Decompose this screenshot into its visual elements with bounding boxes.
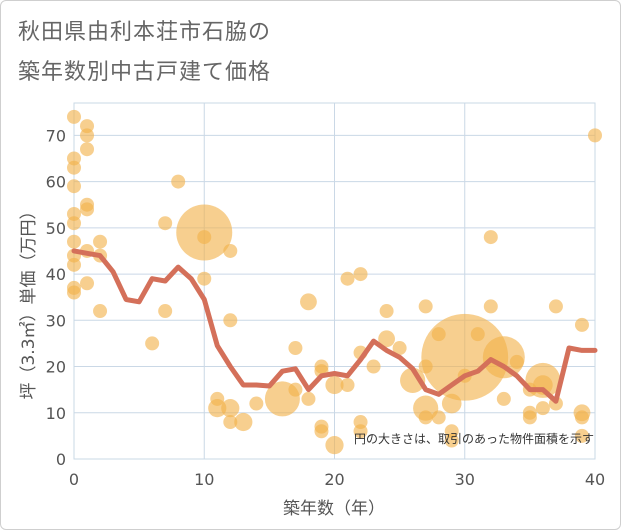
data-point xyxy=(145,336,160,351)
y-tick-label: 30 xyxy=(46,311,66,330)
data-point xyxy=(93,304,108,319)
data-point xyxy=(483,299,498,314)
data-point xyxy=(158,216,173,231)
x-tick-label: 0 xyxy=(69,470,79,489)
data-point xyxy=(221,399,240,418)
y-tick-label: 10 xyxy=(46,404,66,423)
data-point xyxy=(288,341,303,356)
data-point xyxy=(67,216,81,231)
data-point xyxy=(158,304,173,319)
data-point xyxy=(300,293,317,311)
y-tick-label: 40 xyxy=(46,265,66,284)
data-point xyxy=(431,410,446,425)
bubble-series xyxy=(67,109,602,455)
y-tick-label: 50 xyxy=(46,219,66,238)
data-point xyxy=(67,285,81,300)
data-point xyxy=(325,375,344,395)
x-tick-label: 40 xyxy=(585,470,605,489)
data-point xyxy=(234,412,253,432)
x-axis-label: 築年数（年） xyxy=(283,499,385,519)
data-point xyxy=(197,271,212,286)
data-point xyxy=(208,399,227,418)
data-point xyxy=(223,415,238,430)
data-point xyxy=(340,378,355,393)
data-point xyxy=(93,234,108,249)
data-point xyxy=(444,433,459,448)
data-point xyxy=(80,142,95,157)
data-point xyxy=(483,230,498,245)
data-point xyxy=(418,299,433,314)
data-point xyxy=(509,354,524,369)
y-tick-label: 20 xyxy=(46,358,66,377)
data-point xyxy=(314,424,329,439)
chart-title-line-2: 築年数別中古戸建て価格 xyxy=(18,60,272,85)
data-point xyxy=(470,327,485,342)
data-point xyxy=(80,128,95,143)
data-point xyxy=(67,109,81,124)
data-point xyxy=(574,317,589,332)
data-point xyxy=(588,128,602,143)
data-point xyxy=(574,410,589,425)
data-point xyxy=(353,267,368,282)
data-point xyxy=(67,257,81,272)
data-point xyxy=(67,160,81,175)
data-point xyxy=(548,299,563,314)
data-point xyxy=(67,179,81,194)
x-tick-label: 10 xyxy=(194,470,214,489)
y-tick-label: 0 xyxy=(56,450,66,469)
x-tick-label: 20 xyxy=(324,470,344,489)
y-tick-label: 70 xyxy=(46,126,66,145)
y-axis-label: 坪（3.3㎡）単価（万円） xyxy=(19,202,39,399)
data-point xyxy=(80,202,95,217)
data-point xyxy=(418,410,433,425)
data-point xyxy=(288,382,303,397)
data-point xyxy=(496,391,511,406)
axis-ticks: 0 10 20 30 40 0 10 20 30 40 50 60 70 xyxy=(46,126,606,489)
data-point xyxy=(366,359,381,374)
data-point xyxy=(340,271,355,286)
chart-note: 円の大きさは、取引のあった物件面積を示す xyxy=(354,431,594,446)
data-point xyxy=(535,401,550,416)
data-point xyxy=(80,276,95,291)
data-point xyxy=(249,396,264,411)
data-point xyxy=(301,391,316,406)
data-point xyxy=(67,234,81,249)
data-point xyxy=(378,330,395,348)
data-point xyxy=(522,410,537,425)
data-point xyxy=(574,428,589,443)
average-price-line xyxy=(71,248,598,404)
data-point xyxy=(171,174,186,189)
data-point xyxy=(223,243,238,258)
data-point xyxy=(353,424,368,439)
data-point xyxy=(223,313,238,328)
data-point xyxy=(325,436,344,455)
x-tick-label: 30 xyxy=(455,470,475,489)
data-point xyxy=(421,313,509,401)
chart-title-line-1: 秋田県由利本荘市石脇の xyxy=(18,20,272,45)
y-tick-label: 60 xyxy=(46,173,66,192)
data-point xyxy=(392,341,407,356)
data-point xyxy=(197,230,212,245)
data-point xyxy=(379,304,394,319)
